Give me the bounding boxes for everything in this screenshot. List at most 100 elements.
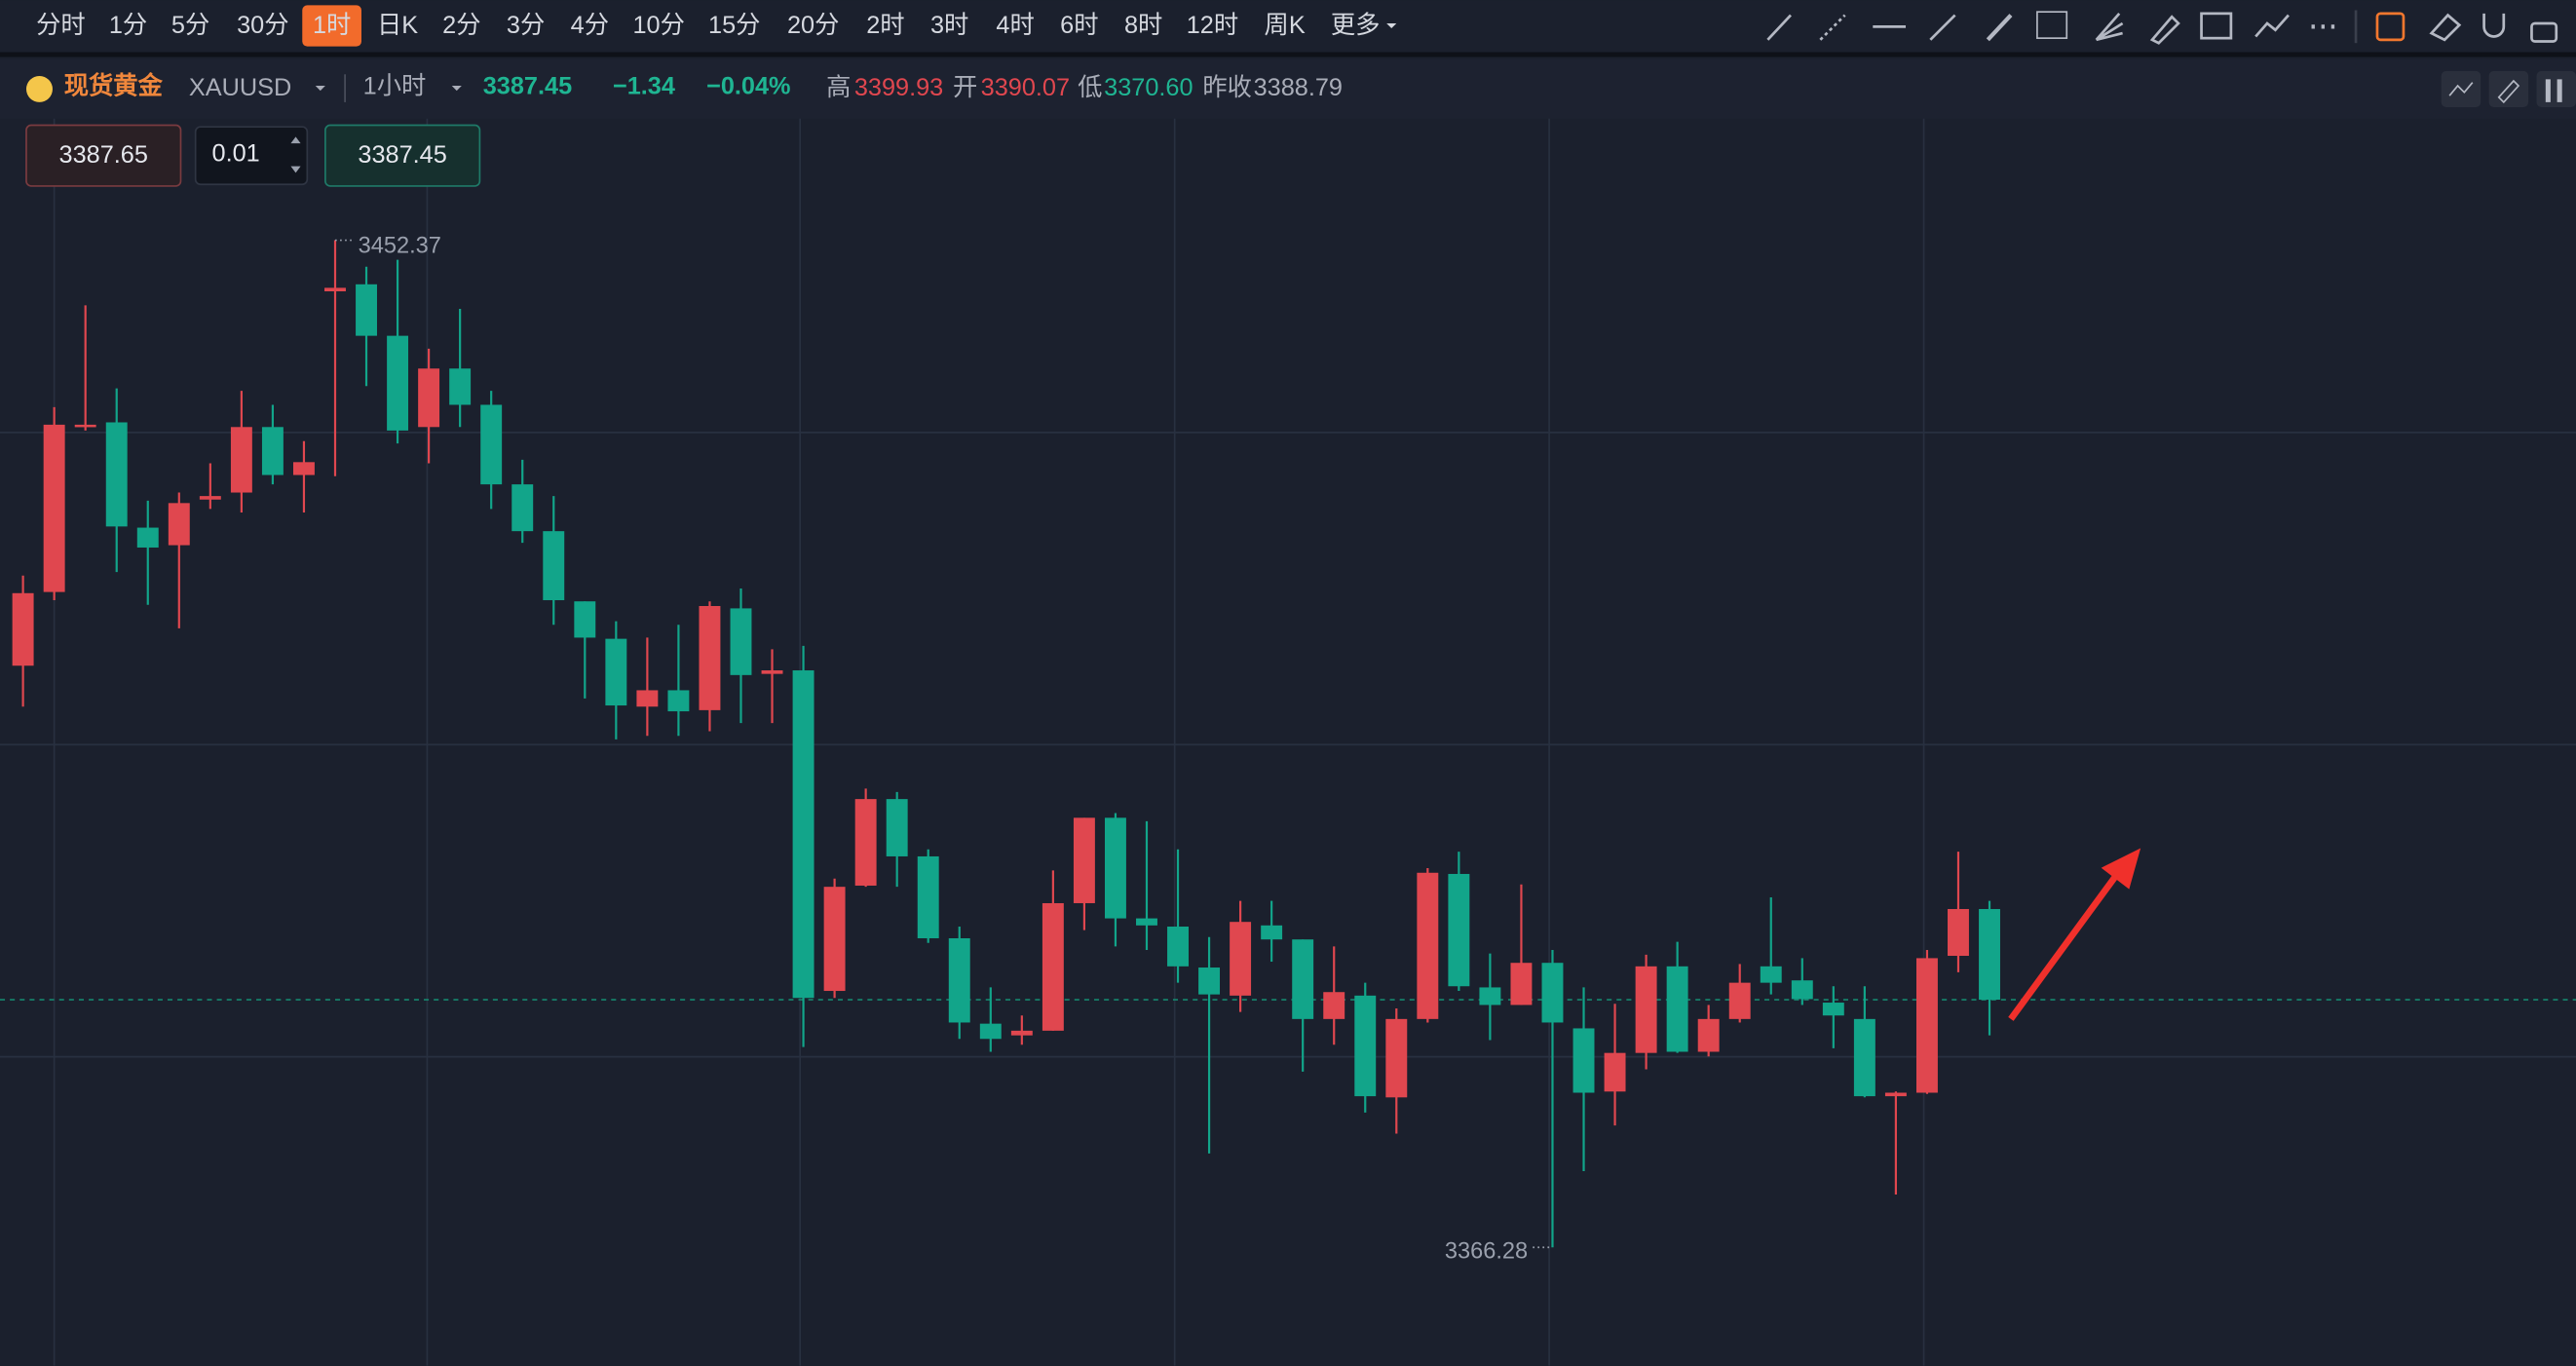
- symbol[interactable]: XAUUSD: [189, 74, 291, 101]
- ctrl-candle-icon: [2545, 79, 2562, 102]
- candle-body: [1697, 1018, 1720, 1052]
- lots: 0.01: [212, 140, 260, 168]
- candle-body: [1822, 1003, 1844, 1016]
- candle-body: [1136, 918, 1157, 926]
- candle-body: [1448, 873, 1470, 987]
- timeframe[interactable]: 5分: [171, 12, 209, 39]
- candle-body: [1479, 987, 1501, 1006]
- candle-body: [792, 670, 814, 999]
- timeframe[interactable]: 更多: [1331, 12, 1381, 39]
- candle-body: [1572, 1028, 1595, 1093]
- timeframe[interactable]: 3时: [930, 12, 968, 39]
- change: −1.34: [613, 72, 675, 99]
- timeframe[interactable]: 30分: [237, 12, 288, 39]
- timeframe[interactable]: 12时: [1187, 12, 1238, 39]
- timeframe[interactable]: 1分: [109, 12, 147, 39]
- chart-controls: [2441, 70, 2576, 107]
- tool-lock[interactable]: [2530, 21, 2558, 43]
- timeframe[interactable]: 6时: [1060, 12, 1098, 39]
- timeframe[interactable]: 2时: [866, 12, 904, 39]
- tool-extended[interactable]: [1819, 14, 1846, 41]
- candle-body: [667, 690, 690, 712]
- candle-body: [387, 335, 409, 431]
- candle-body: [1104, 817, 1126, 919]
- timeframe[interactable]: 分时: [36, 12, 86, 39]
- candle-body: [43, 424, 65, 592]
- prev-close: 3388.79: [1254, 74, 1343, 101]
- tool-pen[interactable]: [2149, 15, 2180, 45]
- open-label: 开: [953, 74, 977, 101]
- symbol-caret: [315, 86, 325, 92]
- last-price: 3387.45: [483, 72, 572, 99]
- timeframe[interactable]: 8时: [1124, 12, 1162, 39]
- tool-fib[interactable]: [2036, 11, 2068, 40]
- prev-close-label: 昨收: [1202, 74, 1252, 101]
- timeframe[interactable]: 1时: [313, 12, 351, 39]
- candle-body: [1010, 1030, 1033, 1036]
- candle-body: [292, 462, 315, 475]
- candle-body: [1884, 1092, 1907, 1097]
- lots-input[interactable]: [194, 126, 309, 186]
- candle-body: [823, 887, 846, 992]
- candle-body: [105, 422, 128, 527]
- candle-body: [1230, 922, 1252, 996]
- interval-caret: [451, 86, 462, 92]
- low-label: 低: [1078, 74, 1102, 101]
- tool-eraser[interactable]: [2429, 13, 2462, 42]
- candle-body: [636, 690, 659, 707]
- timeframe[interactable]: 20分: [787, 12, 839, 39]
- candle-body: [886, 799, 908, 856]
- candle-body: [511, 484, 534, 532]
- candle-body: [730, 608, 752, 675]
- tool-fan[interactable]: [2095, 12, 2124, 42]
- gold-icon: [25, 75, 53, 102]
- candle-body: [917, 855, 939, 939]
- candle-body: [1760, 966, 1782, 983]
- candle-body: [1853, 1018, 1875, 1097]
- ctrl-draw[interactable]: [2488, 70, 2529, 107]
- timeframe[interactable]: 2分: [442, 12, 480, 39]
- candle-body: [1604, 1052, 1626, 1092]
- sell-button[interactable]: [25, 124, 182, 187]
- candle-body: [699, 606, 721, 710]
- tool-segment[interactable]: [1929, 14, 1956, 41]
- timeframe[interactable]: 3分: [507, 12, 545, 39]
- toolbar: [0, 0, 2576, 54]
- instrument-name: 现货黄金: [64, 71, 164, 99]
- candle-body: [979, 1023, 1002, 1040]
- tool-channel[interactable]: [1986, 14, 2013, 42]
- candle-body: [605, 638, 627, 706]
- tool-indicator[interactable]: [2254, 14, 2290, 38]
- high-label: 高: [826, 74, 851, 101]
- timeframe[interactable]: 周K: [1265, 12, 1306, 39]
- timeframe[interactable]: 日K: [377, 12, 418, 39]
- day-low: 3370.60: [1104, 74, 1193, 101]
- timeframe[interactable]: 15分: [708, 12, 760, 39]
- tool-ray[interactable]: [1766, 14, 1792, 41]
- candle-body: [761, 670, 783, 674]
- candle-body: [199, 496, 221, 500]
- candle-body: [1073, 817, 1095, 903]
- tool-image[interactable]: [2200, 12, 2233, 40]
- candle-body: [1728, 982, 1751, 1019]
- candle-body: [136, 527, 159, 548]
- interval[interactable]: 1小时: [363, 72, 427, 99]
- timeframe[interactable]: 4分: [571, 12, 609, 39]
- tool-edit[interactable]: [2375, 12, 2406, 42]
- buy-button[interactable]: [324, 124, 481, 187]
- candle-body: [230, 427, 252, 493]
- more-caret: [1386, 22, 1397, 29]
- ctrl-candle[interactable]: [2536, 70, 2576, 107]
- candle-body: [324, 287, 346, 292]
- candle-body: [1791, 980, 1813, 1000]
- ctrl-draw-icon: [2497, 79, 2520, 104]
- candle-body: [1541, 963, 1564, 1023]
- candle-body: [1167, 926, 1189, 967]
- candle-body: [449, 368, 472, 405]
- tool-magnet[interactable]: [2482, 13, 2506, 38]
- quote-bar: [0, 59, 2576, 119]
- timeframe[interactable]: 4时: [996, 12, 1034, 39]
- timeframe[interactable]: 10分: [632, 12, 684, 39]
